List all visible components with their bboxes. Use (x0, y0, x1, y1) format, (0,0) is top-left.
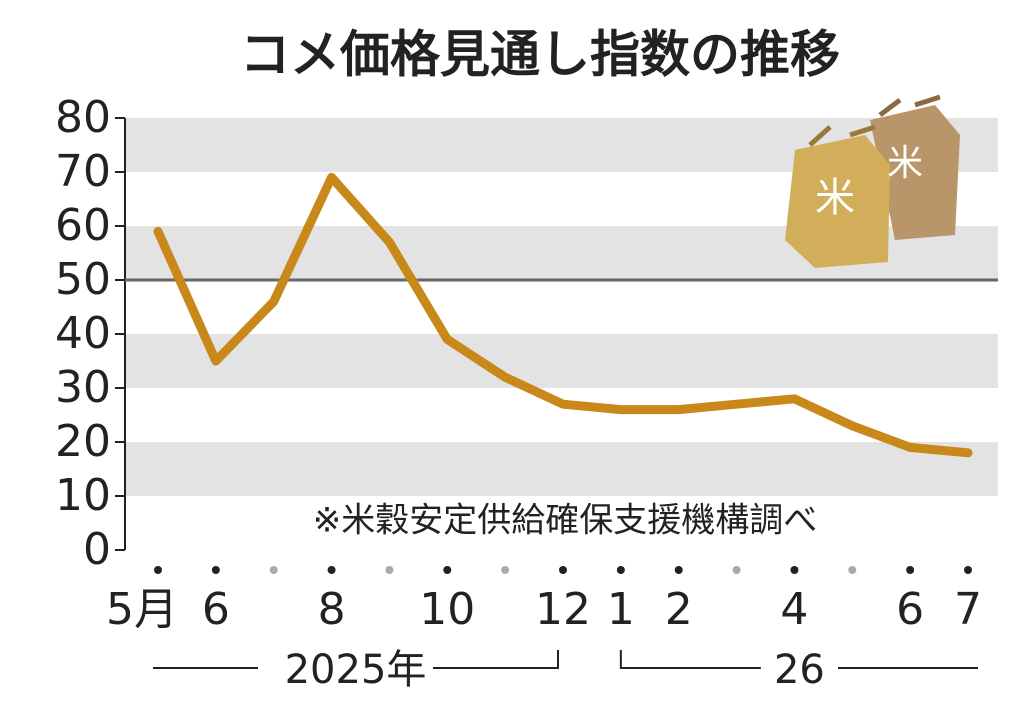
x-tick-dot (154, 566, 162, 574)
year-label: 26 (774, 647, 825, 693)
x-tick-dot (674, 566, 683, 574)
svg-text:米: 米 (887, 143, 923, 184)
y-tick-label: 70 (55, 146, 111, 197)
x-tick-dot (211, 566, 220, 574)
y-tick-label: 10 (55, 470, 111, 521)
rice-bags: 米 米 (785, 94, 960, 268)
x-tick-label: 6 (202, 584, 230, 635)
y-tick-label: 30 (55, 362, 111, 413)
x-tick-label: 7 (954, 584, 982, 635)
x-tick-label: 1 (607, 584, 635, 635)
y-tick-label: 80 (55, 92, 111, 143)
x-tick-label: 12 (535, 584, 591, 635)
data-line (153, 172, 973, 458)
x-tick-dot (501, 566, 510, 574)
x-tick-dot (732, 566, 741, 574)
x-tick-dot (616, 566, 625, 574)
y-tick-label: 60 (55, 200, 111, 251)
note: ※米穀安定供給確保支援機構調べ (313, 501, 818, 541)
x-tick-dot (385, 566, 394, 574)
x-tick-label: 4 (780, 584, 808, 635)
x-tick-dot (790, 566, 799, 574)
x-tick-dot (269, 566, 278, 574)
x-tick-dot (906, 566, 915, 574)
x-tick-dot (327, 566, 336, 574)
x-tick-label: 10 (419, 584, 475, 635)
x-tick-label: 5月 (106, 584, 178, 635)
svg-text:米: 米 (815, 175, 855, 221)
y-tick-label: 40 (55, 308, 111, 359)
x-tick-label: 6 (896, 584, 924, 635)
x-tick-dot (964, 566, 972, 574)
x-tick-dot (559, 566, 567, 574)
y-tick-label: 0 (83, 524, 111, 575)
x-tick-dot (443, 566, 452, 574)
grid-band (125, 334, 998, 388)
grid-band (125, 442, 998, 496)
x-tick-label: 2 (665, 584, 693, 635)
y-tick-label: 20 (55, 416, 111, 467)
y-tick-label: 50 (55, 254, 111, 305)
year-bracket (153, 650, 559, 669)
x-tick-label: 8 (318, 584, 346, 635)
chart-title: コメ価格見通し指数の推移 (240, 26, 840, 84)
x-tick-dot (848, 566, 857, 574)
year-label: 2025年 (285, 647, 427, 693)
year-bracket (619, 650, 978, 669)
